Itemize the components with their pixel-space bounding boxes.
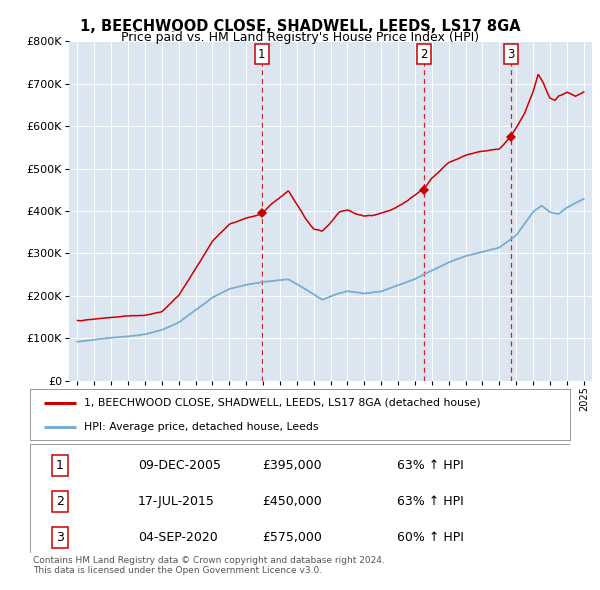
Text: 2: 2 [421,48,428,61]
Text: 1: 1 [56,459,64,472]
Text: 04-SEP-2020: 04-SEP-2020 [138,531,218,544]
Text: Price paid vs. HM Land Registry's House Price Index (HPI): Price paid vs. HM Land Registry's House … [121,31,479,44]
Text: 63% ↑ HPI: 63% ↑ HPI [397,459,464,472]
Text: £450,000: £450,000 [262,495,322,508]
Text: 1: 1 [258,48,265,61]
Text: 09-DEC-2005: 09-DEC-2005 [138,459,221,472]
Text: 3: 3 [56,531,64,544]
Text: This data is licensed under the Open Government Licence v3.0.: This data is licensed under the Open Gov… [33,566,322,575]
Text: £575,000: £575,000 [262,531,322,544]
Text: 3: 3 [507,48,514,61]
Text: 17-JUL-2015: 17-JUL-2015 [138,495,215,508]
Text: 60% ↑ HPI: 60% ↑ HPI [397,531,464,544]
Text: Contains HM Land Registry data © Crown copyright and database right 2024.: Contains HM Land Registry data © Crown c… [33,556,385,565]
Text: 2: 2 [56,495,64,508]
Text: 1, BEECHWOOD CLOSE, SHADWELL, LEEDS, LS17 8GA: 1, BEECHWOOD CLOSE, SHADWELL, LEEDS, LS1… [80,19,520,34]
Text: 63% ↑ HPI: 63% ↑ HPI [397,495,464,508]
Text: 1, BEECHWOOD CLOSE, SHADWELL, LEEDS, LS17 8GA (detached house): 1, BEECHWOOD CLOSE, SHADWELL, LEEDS, LS1… [84,398,481,408]
Text: HPI: Average price, detached house, Leeds: HPI: Average price, detached house, Leed… [84,422,319,432]
Text: £395,000: £395,000 [262,459,322,472]
